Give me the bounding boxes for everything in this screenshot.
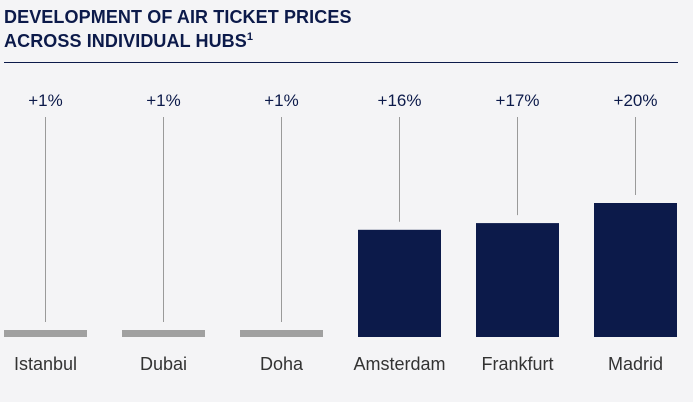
category-label: Madrid [608,354,663,374]
category-label: Amsterdam [353,354,445,374]
data-label: +1% [28,91,63,110]
bar-amsterdam [358,229,441,337]
bar-dubai [122,330,205,337]
data-label: +16% [378,91,422,110]
bar-madrid [594,203,677,337]
title-line-1: DEVELOPMENT OF AIR TICKET PRICES [4,7,352,27]
data-label: +20% [614,91,658,110]
category-label: Doha [260,354,304,374]
bar-frankfurt [476,223,559,337]
data-label: +1% [264,91,299,110]
title-divider [4,62,678,63]
data-label: +1% [146,91,181,110]
category-label: Dubai [140,354,187,374]
bar-istanbul [4,330,87,337]
category-label: Frankfurt [481,354,553,374]
chart-title: DEVELOPMENT OF AIR TICKET PRICES ACROSS … [4,5,352,53]
category-label: Istanbul [14,354,77,374]
title-line-2: ACROSS INDIVIDUAL HUBS1 [4,29,352,53]
title-line-2-text: ACROSS INDIVIDUAL HUBS [4,31,247,51]
footnote-marker: 1 [246,31,254,43]
data-label: +17% [496,91,540,110]
bar-doha [240,330,323,337]
